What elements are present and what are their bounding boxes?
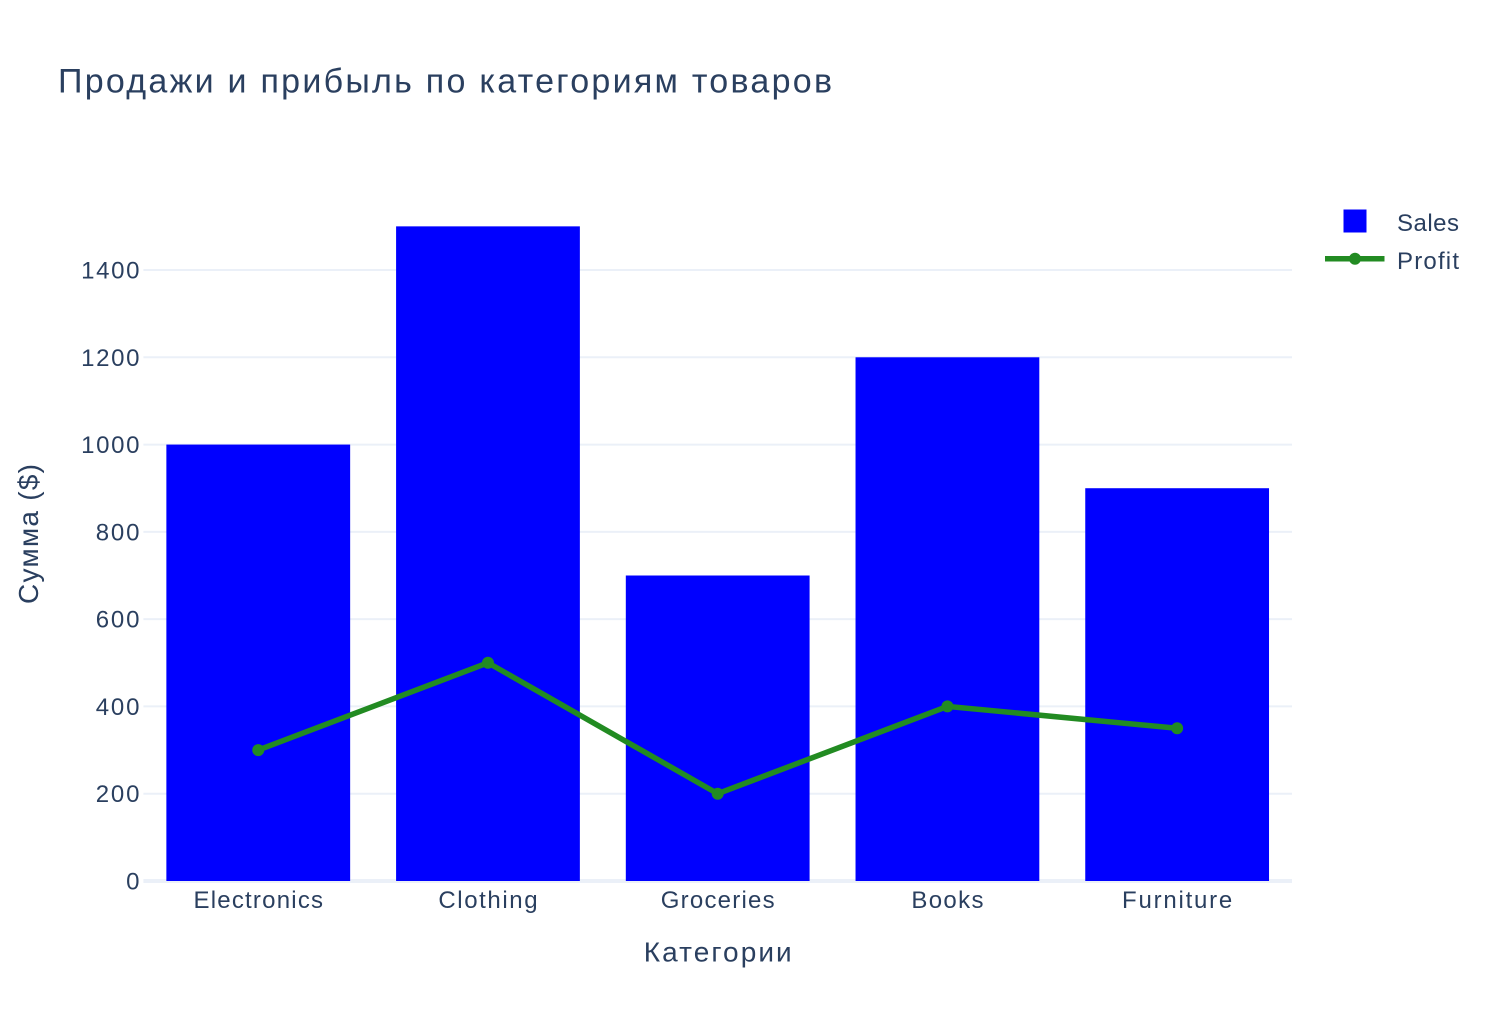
svg-text:0: 0	[126, 869, 139, 896]
svg-text:Сумма ($): Сумма ($)	[13, 464, 44, 604]
svg-text:1200: 1200	[81, 345, 139, 372]
svg-text:Electronics: Electronics	[193, 887, 323, 914]
svg-text:400: 400	[96, 694, 140, 721]
svg-text:Groceries: Groceries	[661, 887, 775, 914]
svg-text:Books: Books	[911, 887, 983, 914]
svg-text:Clothing: Clothing	[438, 887, 537, 914]
svg-text:600: 600	[96, 607, 140, 634]
svg-text:Sales: Sales	[1397, 210, 1459, 237]
svg-text:1400: 1400	[81, 258, 139, 285]
svg-text:1000: 1000	[81, 432, 139, 459]
svg-text:800: 800	[96, 519, 140, 546]
svg-text:Profit: Profit	[1397, 248, 1459, 275]
svg-text:200: 200	[96, 781, 140, 808]
svg-text:Категории: Категории	[644, 937, 792, 968]
